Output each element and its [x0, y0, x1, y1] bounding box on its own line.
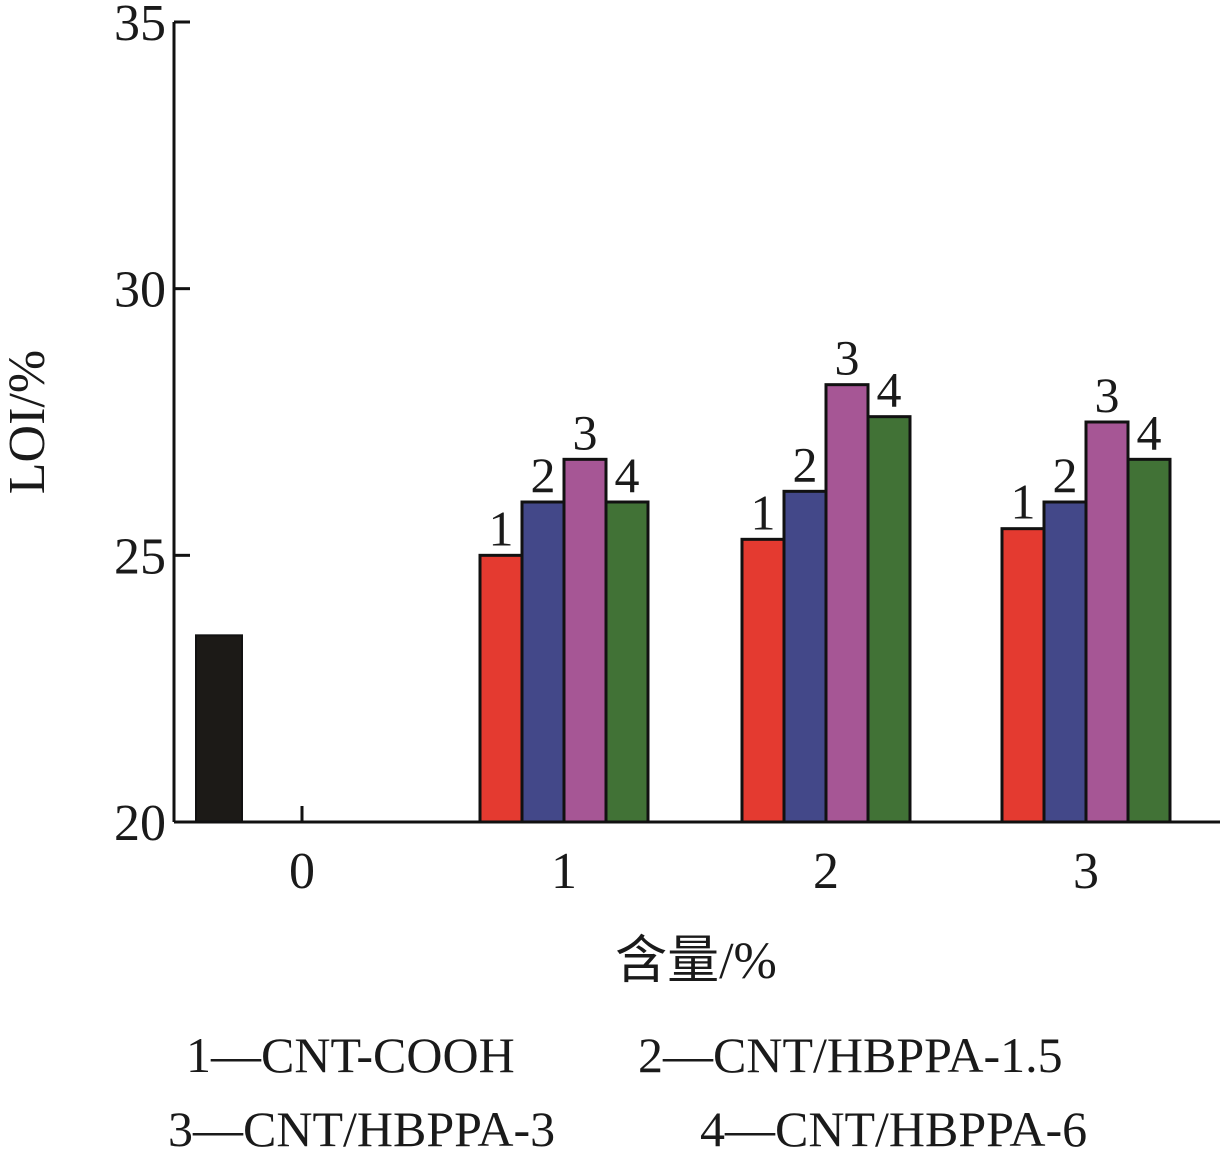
legend-entry-4: 4—CNT/HBPPA-6	[700, 1101, 1087, 1149]
bar-label-s1-c2: 1	[751, 484, 776, 540]
bar-baseline	[195, 634, 243, 823]
bar-label-s3-c3: 3	[1095, 367, 1120, 423]
bar-label-s4-c2: 4	[877, 362, 902, 418]
legend-entry-2: 2—CNT/HBPPA-1.5	[638, 1027, 1063, 1083]
x-tick-label-2: 2	[813, 843, 839, 900]
y-tick-label-35: 35	[114, 0, 166, 52]
bar-s4-c1	[604, 500, 650, 824]
axes-layer	[172, 22, 1220, 824]
bars-layer	[195, 383, 1172, 824]
bar-label-s2-c3: 2	[1053, 447, 1078, 503]
x-axis-label: 含量/%	[615, 933, 777, 990]
y-tick-label-25: 25	[114, 528, 166, 585]
bar-label-s3-c2: 3	[835, 330, 860, 386]
x-ticks-layer: 0 1 2 3	[289, 806, 1099, 900]
bar-s1-c3	[1000, 527, 1046, 824]
bar-s2-c1	[520, 500, 566, 824]
bar-s3-c1	[562, 457, 608, 824]
bar-s4-c3	[1126, 457, 1172, 824]
x-tick-label-0: 0	[289, 843, 315, 900]
bar-s1-c2	[740, 537, 786, 824]
legend-entry-1: 1—CNT-COOH	[186, 1027, 515, 1083]
bar-label-s2-c1: 2	[531, 447, 556, 503]
bar-label-s2-c2: 2	[793, 436, 818, 492]
bar-label-s4-c3: 4	[1137, 404, 1162, 460]
y-axis-label: LOI/%	[0, 350, 56, 494]
bar-s4-c2	[866, 415, 912, 824]
bar-s2-c3	[1042, 500, 1088, 824]
bar-s3-c3	[1084, 420, 1130, 824]
y-ticks-layer: 20 25 30 35	[114, 0, 190, 852]
y-tick-label-20: 20	[114, 795, 166, 852]
bar-label-s3-c1: 3	[573, 404, 598, 460]
bar-label-s1-c1: 1	[489, 500, 514, 556]
legend-entry-3: 3—CNT/HBPPA-3	[168, 1101, 555, 1149]
x-tick-label-3: 3	[1073, 843, 1099, 900]
bar-s1-c1	[478, 553, 524, 824]
bar-label-s4-c1: 4	[615, 447, 640, 503]
y-tick-label-30: 30	[114, 262, 166, 319]
bar-s2-c2	[782, 489, 828, 824]
bar-label-s1-c3: 1	[1011, 474, 1036, 530]
bar-s3-c2	[824, 383, 870, 824]
x-tick-label-1: 1	[551, 843, 577, 900]
